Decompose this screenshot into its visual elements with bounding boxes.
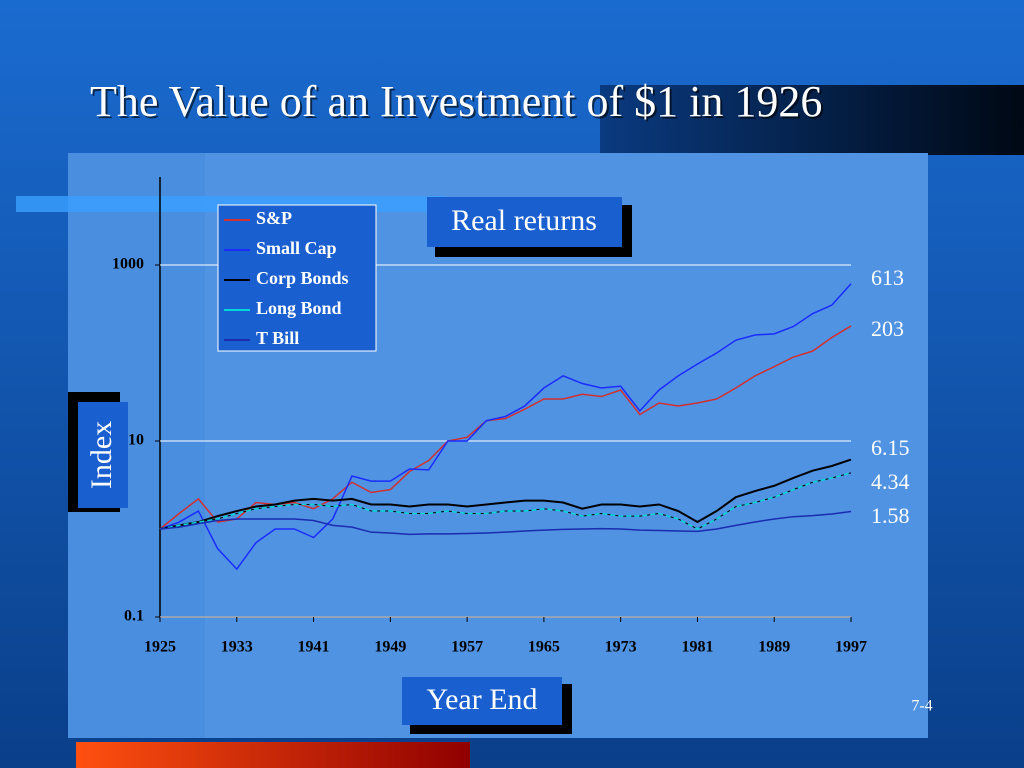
xlabel-box [402,677,562,725]
x-tick-label: 1949 [374,639,406,656]
legend: S&P Small Cap Corp Bonds Long Bond T Bill [224,208,349,348]
legend-box [217,204,377,352]
legend-label: Long Bond [256,298,342,318]
decor-band [600,85,1024,155]
y-tick-label: 0.1 [124,608,144,625]
title-shadow: The Value of an Investment of $1 in 1926 [92,79,824,128]
chart-title: The Value of an Investment of $1 in 1926 [90,77,822,126]
y-axis-label: Index [85,421,118,489]
slide-number: 7-4 [911,698,932,715]
x-tick-label: 1989 [758,639,790,656]
end-value-label: 613 [871,265,904,290]
legend-label: Corp Bonds [256,268,349,288]
x-tick-label: 1997 [835,639,867,656]
annotation: Real returns [451,204,597,237]
x-tick-label: 1957 [451,639,483,656]
ylabel-box [78,402,128,508]
x-tick-label: 1933 [221,639,253,656]
x-tick-label: 1925 [144,639,176,656]
series-line [159,510,852,536]
end-value-label: 1.58 [871,503,910,528]
x-axis-label: Year End [426,683,537,716]
x-tick-label: 1965 [528,639,560,656]
y-tick-label: 1000 [112,256,144,273]
x-tick-label: 1941 [298,639,330,656]
decor-red [76,742,470,768]
end-value-label: 4.34 [871,469,910,494]
end-value-label: 6.15 [871,435,910,460]
x-tick-label: 1973 [605,639,637,656]
y-tick-label: 10 [128,432,144,449]
end-value-label: 203 [871,316,904,341]
legend-label: T Bill [256,328,299,348]
annotation-box [427,197,622,247]
plot-area: 0.1 10 1000 1925 1933 1941 1949 1957 1965 1973 198… [112,177,910,656]
series-line [159,283,852,571]
series-line-base [159,472,852,530]
legend-label: Small Cap [256,238,337,258]
legend-label: S&P [256,208,292,228]
series-line [159,458,852,530]
x-tick-label: 1981 [681,639,713,656]
